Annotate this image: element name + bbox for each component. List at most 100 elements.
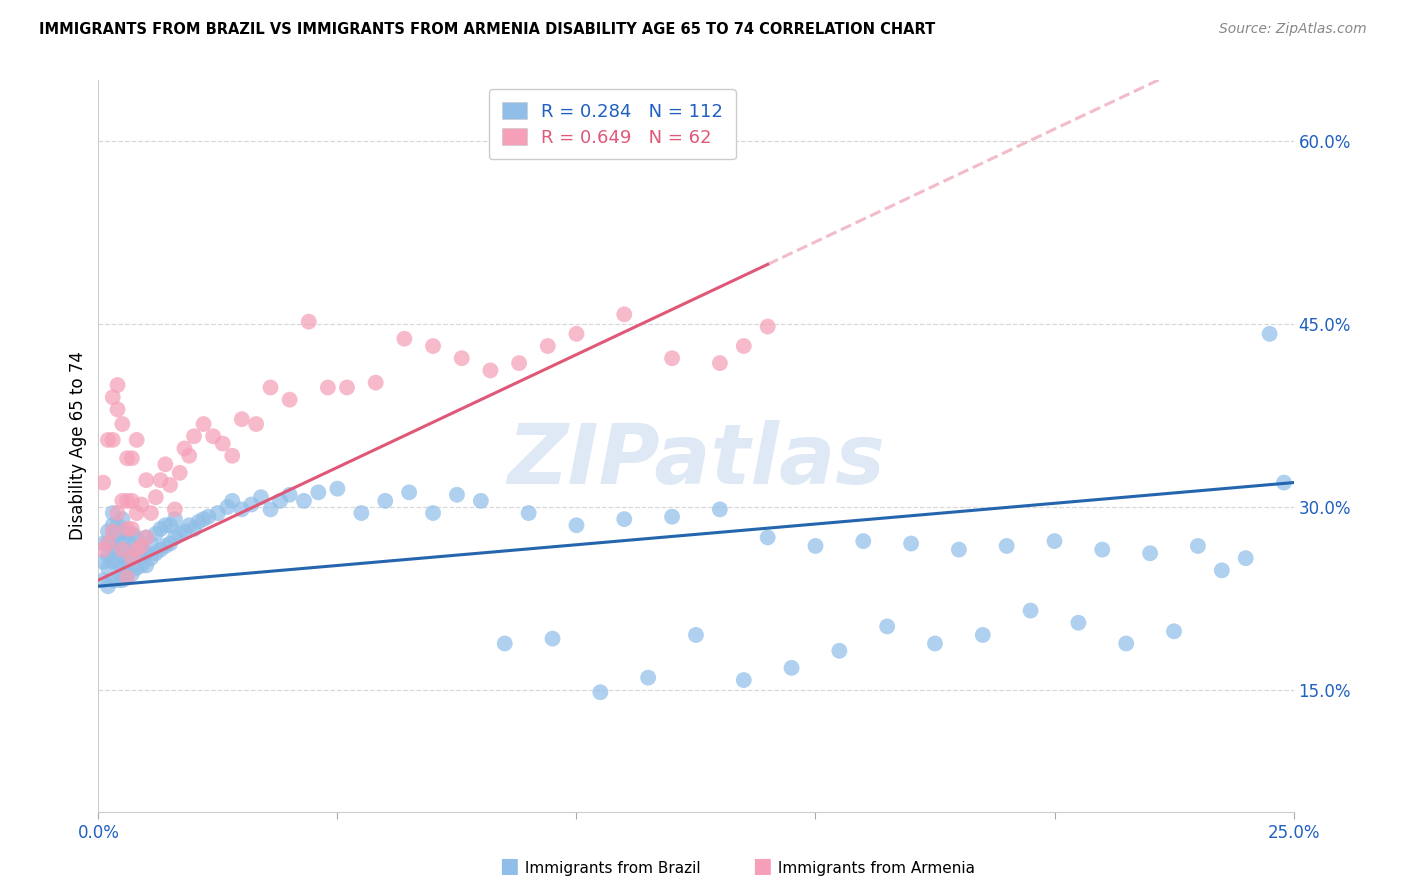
Point: [111, 512, 134, 526]
Point: [202, 429, 225, 443]
Point: [211, 436, 233, 450]
Point: [828, 644, 851, 658]
Point: [155, 539, 177, 553]
Y-axis label: Disability Age 65 to 74: Disability Age 65 to 74: [69, 351, 87, 541]
Point: [125, 433, 148, 447]
Point: [115, 451, 138, 466]
Text: ■: ■: [499, 856, 519, 876]
Point: [852, 534, 875, 549]
Point: [394, 332, 416, 346]
Point: [91, 536, 114, 550]
Point: [139, 506, 162, 520]
Point: [193, 417, 215, 431]
Point: [111, 549, 134, 563]
Point: [1019, 603, 1042, 617]
Point: [173, 442, 195, 456]
Point: [183, 522, 205, 536]
Point: [115, 567, 138, 582]
Point: [115, 526, 138, 541]
Point: [1211, 563, 1233, 577]
Point: [589, 685, 612, 699]
Point: [972, 628, 994, 642]
Point: [900, 536, 922, 550]
Point: [240, 498, 263, 512]
Point: [111, 573, 134, 587]
Point: [517, 506, 540, 520]
Point: [259, 502, 281, 516]
Point: [135, 473, 157, 487]
Point: [97, 524, 120, 539]
Point: [169, 526, 191, 541]
Point: [804, 539, 827, 553]
Point: [121, 567, 143, 582]
Point: [97, 561, 120, 575]
Point: [709, 502, 731, 516]
Point: [756, 319, 779, 334]
Point: [613, 512, 636, 526]
Point: [149, 522, 172, 536]
Point: [101, 573, 124, 587]
Point: [111, 493, 134, 508]
Point: [1163, 624, 1185, 639]
Point: [111, 536, 134, 550]
Point: [97, 433, 120, 447]
Point: [207, 506, 229, 520]
Point: [307, 485, 329, 500]
Point: [183, 429, 205, 443]
Point: [91, 542, 114, 557]
Point: [139, 551, 162, 566]
Point: [245, 417, 267, 431]
Point: [121, 526, 143, 541]
Point: [101, 555, 124, 569]
Point: [169, 466, 191, 480]
Text: Immigrants from Brazil: Immigrants from Brazil: [520, 861, 700, 876]
Point: [149, 473, 172, 487]
Point: [107, 530, 129, 544]
Point: [1234, 551, 1257, 566]
Point: [115, 493, 138, 508]
Point: [494, 636, 516, 650]
Point: [121, 551, 143, 566]
Point: [101, 518, 124, 533]
Legend: R = 0.284   N = 112, R = 0.649   N = 62: R = 0.284 N = 112, R = 0.649 N = 62: [489, 89, 735, 160]
Point: [565, 326, 588, 341]
Point: [422, 339, 444, 353]
Point: [145, 526, 167, 541]
Point: [1139, 546, 1161, 560]
Point: [121, 451, 143, 466]
Point: [565, 518, 588, 533]
Point: [159, 518, 181, 533]
Point: [1067, 615, 1090, 630]
Text: Immigrants from Armenia: Immigrants from Armenia: [773, 861, 976, 876]
Point: [221, 449, 243, 463]
Point: [661, 351, 683, 366]
Point: [101, 542, 124, 557]
Point: [125, 546, 148, 560]
Point: [139, 536, 162, 550]
Point: [316, 380, 339, 394]
Point: [948, 542, 970, 557]
Point: [446, 488, 468, 502]
Point: [278, 392, 301, 407]
Point: [149, 542, 172, 557]
Point: [179, 449, 201, 463]
Point: [163, 512, 186, 526]
Point: [661, 509, 683, 524]
Point: [107, 506, 129, 520]
Point: [121, 522, 143, 536]
Point: [107, 573, 129, 587]
Point: [197, 509, 219, 524]
Point: [135, 558, 157, 573]
Point: [364, 376, 387, 390]
Point: [326, 482, 349, 496]
Point: [121, 551, 143, 566]
Point: [217, 500, 239, 514]
Point: [292, 493, 315, 508]
Point: [336, 380, 359, 394]
Text: Source: ZipAtlas.com: Source: ZipAtlas.com: [1219, 22, 1367, 37]
Point: [131, 558, 153, 573]
Point: [159, 478, 181, 492]
Point: [709, 356, 731, 370]
Point: [537, 339, 560, 353]
Point: [111, 524, 134, 539]
